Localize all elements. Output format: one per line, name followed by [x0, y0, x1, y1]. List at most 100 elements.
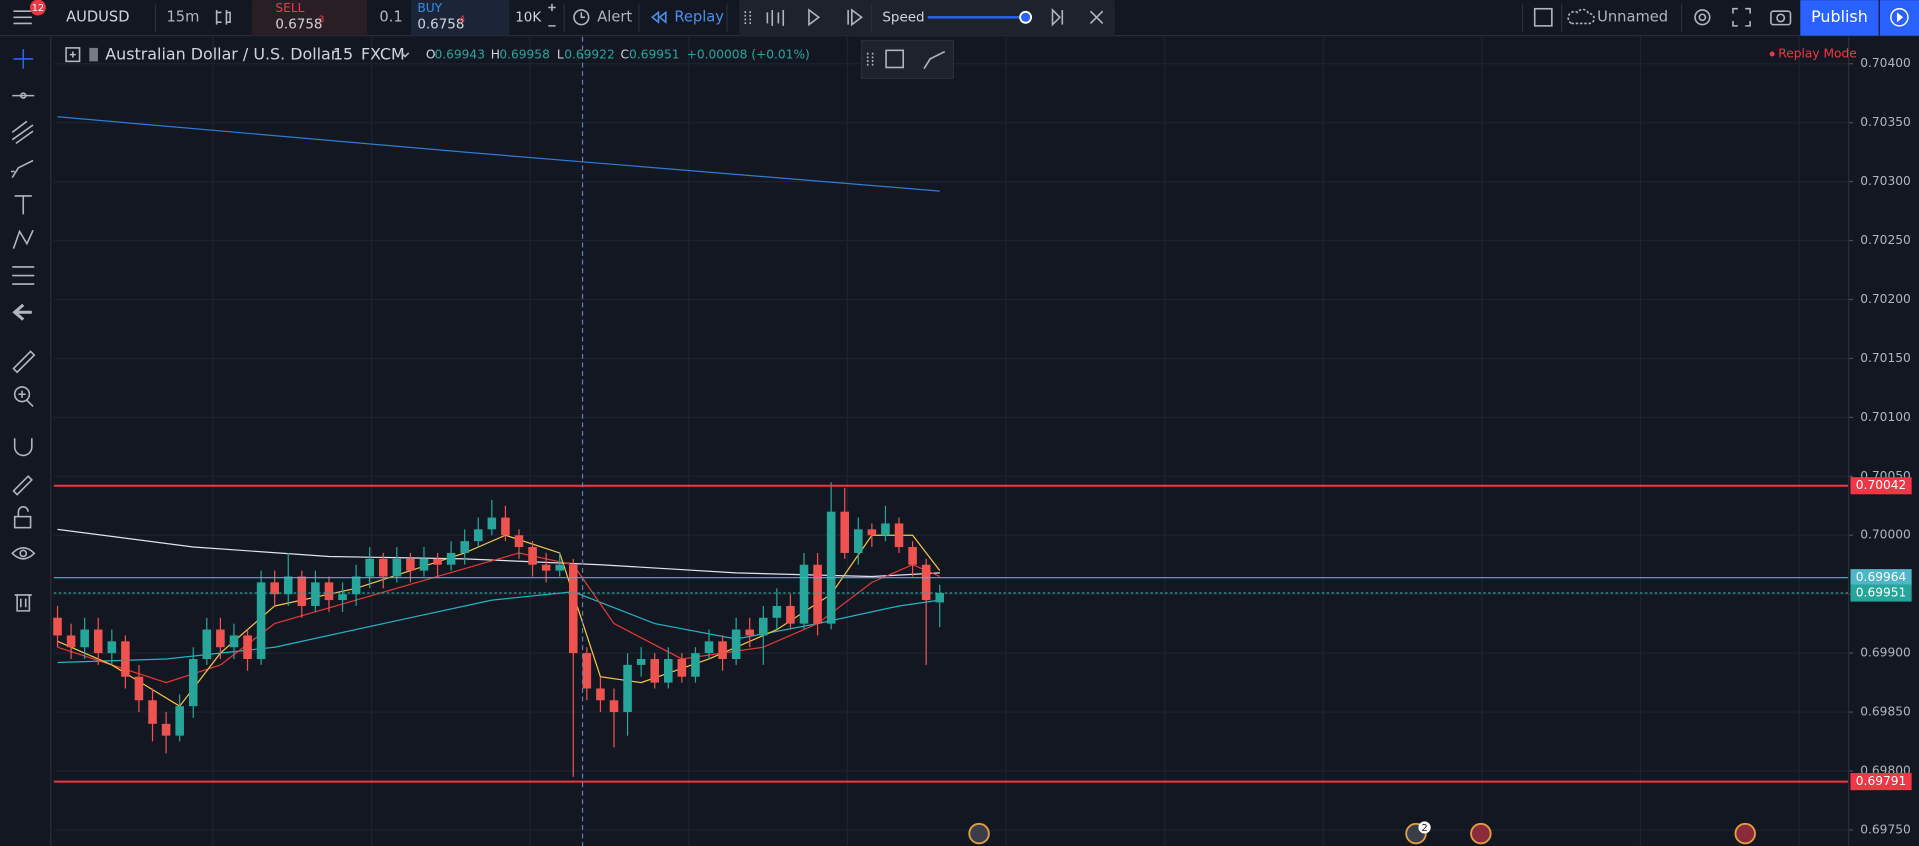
candle-body	[460, 541, 469, 553]
candle-body	[867, 529, 877, 536]
candle-body	[894, 523, 904, 548]
y-tick-label: 0.70150	[1860, 351, 1911, 365]
candle-body	[324, 582, 334, 601]
text-tool[interactable]	[14, 195, 32, 215]
cursor-tool[interactable]	[13, 49, 34, 69]
candle-body	[704, 641, 714, 654]
buy-button[interactable]	[411, 0, 510, 36]
y-tick-label: 0.70000	[1860, 528, 1911, 542]
menu-button[interactable]: 12	[13, 0, 46, 25]
jump-to-realtime-button[interactable]	[1051, 8, 1064, 27]
sell-label: SELL	[275, 1, 304, 15]
price-label: 0.70042	[1856, 478, 1907, 492]
hide-tool[interactable]	[11, 547, 36, 560]
delete-tool[interactable]	[14, 594, 32, 612]
price-label: 0.69964	[1856, 570, 1907, 584]
stay-in-drawing-tool[interactable]	[12, 475, 33, 496]
snapshot-button[interactable]	[1770, 10, 1792, 26]
event-marker[interactable]	[1734, 822, 1756, 845]
chart-area	[53, 36, 1853, 846]
spread: 0.1	[379, 8, 402, 25]
candle-body	[921, 564, 931, 601]
brush-tool[interactable]	[11, 159, 34, 179]
candle-body	[297, 576, 307, 606]
drawing-toolbar	[860, 39, 954, 80]
chart-type-button[interactable]	[215, 9, 231, 25]
event-badge: 2	[1421, 823, 1427, 834]
prediction-tool[interactable]	[12, 266, 35, 285]
fullscreen-button[interactable]	[1732, 7, 1751, 27]
candle-body	[338, 594, 347, 601]
replay-icon[interactable]	[651, 10, 667, 24]
candle-body	[786, 605, 795, 624]
legend-low-label: L	[557, 48, 564, 62]
sell-button[interactable]	[252, 0, 368, 36]
candle-body	[826, 511, 836, 624]
legend-chevron[interactable]	[400, 52, 410, 58]
drag-handle[interactable]	[744, 11, 752, 25]
replay-mode: Replay Mode	[1778, 47, 1857, 61]
lock-tool[interactable]	[13, 506, 32, 529]
candle-body	[501, 517, 510, 536]
sell-pip: 3	[318, 15, 324, 26]
close-replay-button[interactable]	[1089, 10, 1104, 24]
candle-body	[53, 617, 62, 636]
candle-body	[609, 700, 619, 713]
rectangle-tool[interactable]	[885, 49, 904, 69]
candle-body	[881, 523, 890, 536]
back-button[interactable]	[12, 303, 32, 321]
interval[interactable]: 15m	[166, 8, 199, 25]
candle-body	[446, 552, 456, 565]
buy-label: BUY	[417, 1, 442, 15]
y-tick-label: 0.70200	[1860, 292, 1911, 306]
replay-label[interactable]: Replay	[674, 8, 724, 25]
ruler-tool[interactable]	[12, 350, 36, 374]
candle-body	[175, 706, 184, 736]
event-marker[interactable]	[1470, 822, 1492, 845]
settings-button[interactable]	[1694, 9, 1711, 26]
layout-name[interactable]: Unnamed	[1597, 8, 1668, 25]
candle-body	[229, 635, 239, 648]
event-marker[interactable]	[968, 822, 990, 845]
left-toolbar	[0, 36, 51, 846]
notification-badge: 12	[32, 3, 44, 14]
zoom-tool[interactable]	[13, 386, 34, 408]
quantity-stepper[interactable]	[548, 3, 556, 27]
candle-body	[487, 517, 497, 530]
replay-jump-button[interactable]	[766, 9, 785, 26]
step-forward-button[interactable]	[847, 8, 863, 27]
trend-line-tool[interactable]	[12, 92, 35, 99]
candle-body	[419, 558, 429, 571]
candle-body	[582, 653, 592, 689]
buy-price: 0.6758	[417, 18, 464, 33]
candle-body	[283, 576, 293, 595]
brush-tool[interactable]	[923, 50, 946, 70]
candle-body	[555, 564, 564, 571]
drag-handle[interactable]	[866, 52, 874, 67]
quantity[interactable]: 10K	[515, 10, 542, 25]
play-button[interactable]	[808, 8, 821, 27]
candle-body	[664, 659, 673, 683]
publish-menu-icon	[1890, 7, 1909, 27]
symbol[interactable]: AUDUSD	[66, 8, 129, 25]
pattern-tool[interactable]	[12, 229, 34, 249]
candle-body	[121, 641, 130, 677]
magnet-tool[interactable]	[13, 438, 33, 457]
moving-average	[57, 116, 940, 192]
legend-toggle[interactable]	[65, 47, 81, 63]
event-marker[interactable]: 2	[1405, 821, 1431, 845]
price-label-bg	[1850, 773, 1912, 791]
fib-tool[interactable]	[11, 120, 34, 144]
candle-body	[243, 635, 252, 660]
alert-button[interactable]	[573, 9, 590, 26]
select-layout-button[interactable]	[1533, 7, 1553, 27]
alert-label[interactable]: Alert	[597, 8, 632, 25]
legend-symbol[interactable]: Australian Dollar / U.S. Dollar	[105, 45, 338, 64]
price-label-bg	[1850, 584, 1912, 602]
legend-close-label: C	[620, 48, 629, 62]
publish-button[interactable]	[1800, 0, 1879, 36]
cloud-icon[interactable]	[1567, 8, 1595, 25]
speed-knob[interactable]	[1019, 10, 1033, 24]
candle-body	[216, 629, 225, 648]
